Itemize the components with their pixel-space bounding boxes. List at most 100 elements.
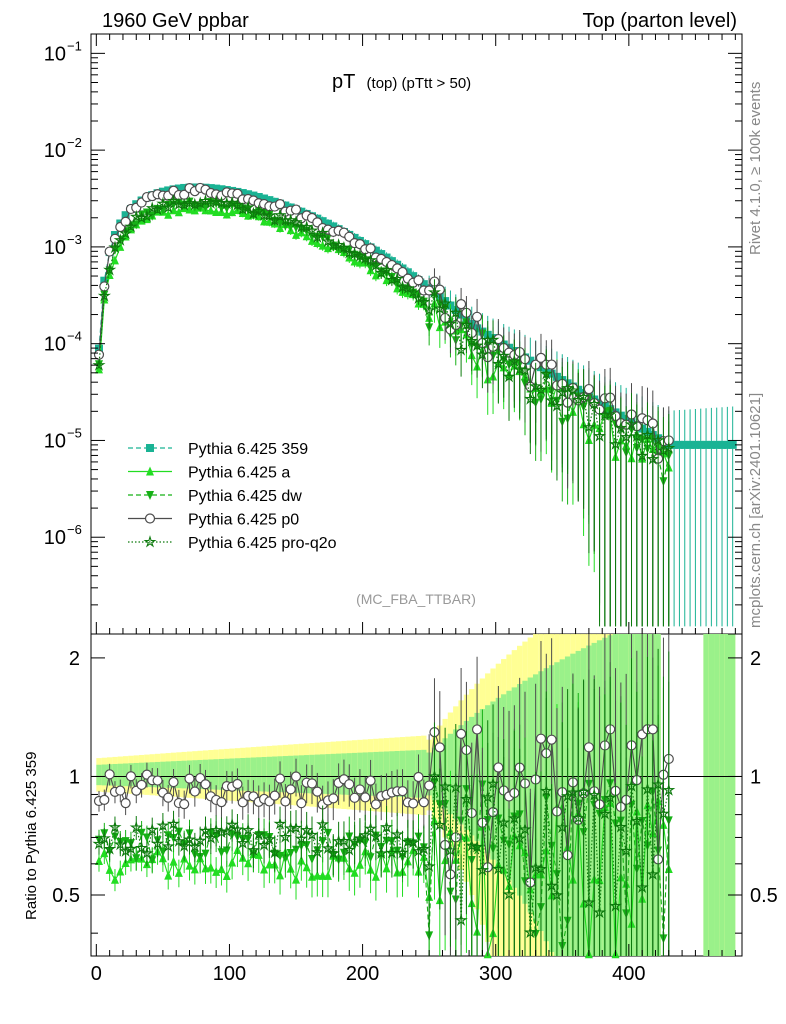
data-point: [361, 240, 370, 249]
ratio-point: [369, 829, 383, 843]
ratio-point: [132, 854, 141, 864]
ratio-band-inner: [325, 754, 331, 795]
y-tick-exponent: −1: [67, 38, 82, 53]
ratio-band-inner: [362, 752, 368, 796]
ratio-point: [619, 844, 633, 857]
y-tick-label: 10: [44, 334, 66, 356]
y-tick-label: 10: [44, 430, 66, 452]
ratio-point: [161, 839, 175, 853]
ratio-point: [350, 867, 359, 877]
data-point: [691, 440, 700, 449]
ratio-point: [120, 798, 131, 809]
data-point: [220, 196, 234, 210]
data-point: [92, 358, 106, 371]
data-point: [662, 441, 676, 454]
ratio-point: [189, 786, 200, 797]
data-point: [502, 369, 516, 383]
data-point: [550, 399, 564, 412]
ratio-point: [182, 832, 197, 846]
ratio-point: [443, 843, 457, 857]
ratio-point: [577, 784, 591, 798]
data-point: [587, 397, 601, 410]
data-point: [397, 266, 408, 278]
data-point: [413, 275, 424, 286]
ratio-point: [413, 771, 424, 783]
data-point: [252, 204, 266, 217]
ratio-point: [395, 845, 410, 859]
data-point: [619, 430, 633, 443]
y-tick-label: 10: [44, 43, 66, 65]
ratio-point: [172, 834, 186, 847]
data-point: [651, 433, 665, 446]
ratio-point: [379, 820, 394, 833]
data-point: [545, 393, 559, 407]
ratio-band-inner: [96, 764, 102, 786]
ratio-point: [408, 798, 419, 809]
analysis-tag: (MC_FBA_TTBAR): [356, 591, 476, 607]
ratio-point: [401, 834, 415, 848]
ratio-point: [201, 849, 210, 859]
ratio-point: [246, 843, 261, 856]
ratio-y-tick-label: 2: [69, 648, 80, 670]
plot-title-sub: (top) (pTtt > 50): [367, 75, 472, 92]
ratio-band-inner: [256, 757, 262, 792]
ratio-band-inner: [245, 757, 251, 791]
y-tick-label: 10: [44, 527, 66, 549]
ratio-point: [651, 777, 665, 791]
ratio-band-inner: [176, 760, 182, 789]
ratio-point: [418, 797, 429, 808]
data-point: [455, 299, 467, 310]
data-point: [129, 209, 143, 223]
ratio-point: [110, 874, 119, 884]
data-point: [523, 392, 537, 405]
data-point: [526, 356, 535, 365]
data-point: [241, 200, 255, 214]
ratio-band-inner: [112, 763, 118, 786]
plot-title-main: pT: [332, 71, 355, 93]
ratio-point: [113, 837, 127, 851]
data-point: [145, 201, 159, 214]
ratio-point: [374, 846, 388, 859]
data-point: [385, 272, 399, 286]
ratio-point: [507, 811, 521, 824]
ratio-point: [647, 724, 658, 735]
ratio-point: [550, 888, 564, 901]
ratio-point: [148, 856, 157, 866]
ratio-band-inner: [378, 751, 384, 797]
ratio-point: [104, 769, 115, 780]
ratio-point: [385, 846, 399, 859]
ratio-point: [265, 859, 274, 869]
ratio-point: [662, 783, 676, 796]
ratio-point: [285, 784, 296, 795]
data-point: [459, 317, 474, 331]
ratio-point: [273, 816, 287, 830]
ratio-point: [502, 887, 516, 900]
ratio-band-inner: [719, 634, 725, 956]
ratio-point: [206, 862, 215, 872]
ratio-point: [406, 835, 420, 849]
data-point: [624, 417, 639, 431]
ratio-band-inner: [218, 758, 225, 790]
ratio-point: [382, 863, 391, 873]
data-point: [174, 184, 183, 193]
ratio-band-inner: [330, 753, 336, 795]
ratio-point: [300, 823, 314, 836]
data-point: [164, 209, 173, 219]
ratio-point: [135, 841, 149, 854]
data-point: [546, 359, 557, 370]
data-point: [718, 440, 727, 449]
ratio-point: [188, 839, 202, 853]
x-tick-label: 300: [479, 963, 512, 985]
legend-marker: [146, 466, 154, 476]
ratio-point: [237, 797, 248, 808]
ratio-point: [115, 785, 126, 796]
data-point: [185, 204, 194, 214]
ratio-band-inner: [181, 760, 187, 789]
data-point: [344, 231, 355, 242]
data-point: [475, 347, 490, 361]
data-point: [209, 194, 223, 208]
ratio-point: [365, 775, 376, 786]
ratio-point: [318, 870, 327, 880]
ratio-point: [459, 792, 473, 805]
